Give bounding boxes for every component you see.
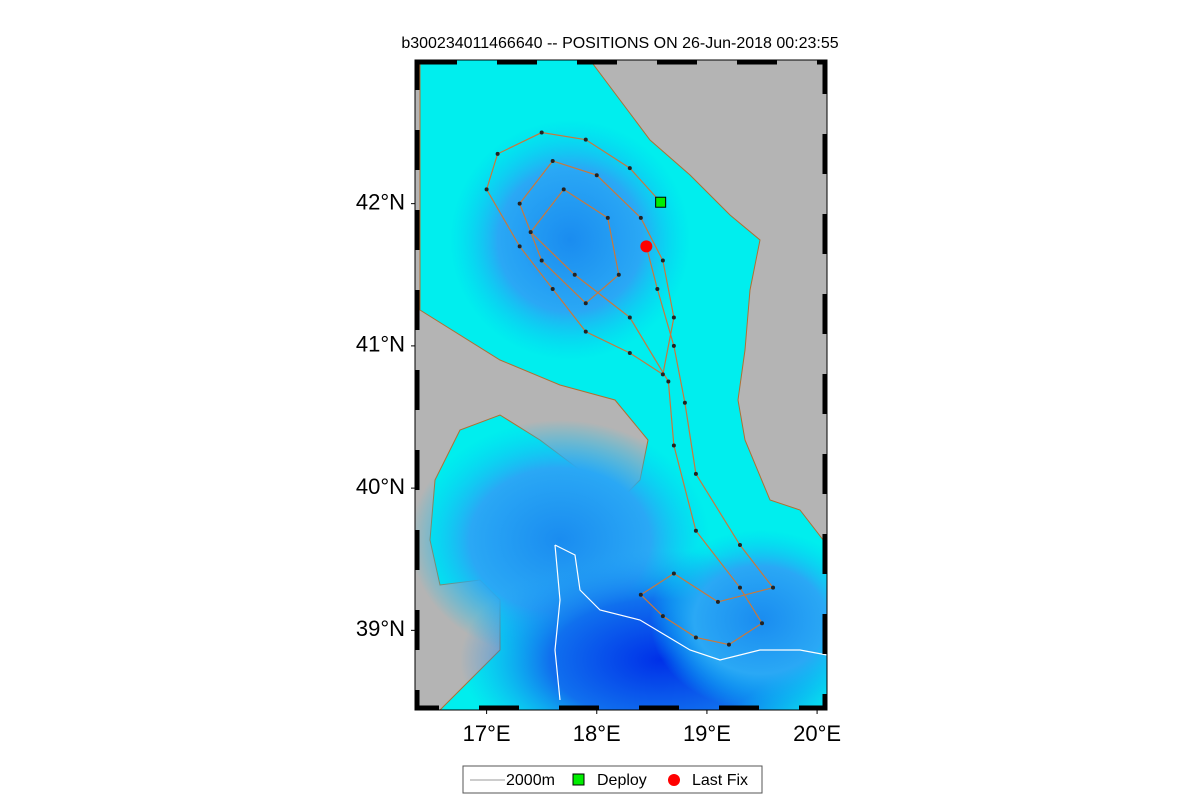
- track-point: [616, 272, 621, 277]
- legend: 2000m Deploy Last Fix: [462, 765, 763, 794]
- track-point: [693, 635, 698, 640]
- track-point: [605, 215, 610, 220]
- y-tick-label: 42°N: [356, 189, 405, 214]
- track-point: [737, 585, 742, 590]
- track-point: [726, 642, 731, 647]
- x-tick-label: 19°E: [683, 721, 731, 746]
- track-point: [627, 166, 632, 171]
- track-point: [638, 215, 643, 220]
- y-tick-label: 40°N: [356, 474, 405, 499]
- track-point: [671, 571, 676, 576]
- track-point: [655, 286, 660, 291]
- deploy-marker: [655, 196, 667, 208]
- track-point: [484, 187, 489, 192]
- track-point: [550, 286, 555, 291]
- track-point: [660, 258, 665, 263]
- track-point: [561, 187, 566, 192]
- legend-last-fix-swatch: [668, 774, 680, 786]
- x-tick-label: 18°E: [573, 721, 621, 746]
- track-point: [715, 599, 720, 604]
- track-point: [583, 329, 588, 334]
- y-tick-label: 39°N: [356, 616, 405, 641]
- x-tick-label: 17°E: [463, 721, 511, 746]
- track-point: [550, 158, 555, 163]
- map-frame: [414, 59, 828, 711]
- track-point: [660, 614, 665, 619]
- map-border: [414, 59, 828, 711]
- track-point: [583, 137, 588, 142]
- track-point: [666, 379, 671, 384]
- contour-2000m: [554, 544, 827, 701]
- track-point: [528, 230, 533, 235]
- track-point: [737, 543, 742, 548]
- last-fix-marker: [640, 240, 653, 253]
- track-point: [760, 621, 765, 626]
- basemap: [415, 60, 827, 710]
- track-point: [638, 592, 643, 597]
- track-point: [517, 201, 522, 206]
- legend-label: 2000m: [506, 772, 555, 789]
- track-point: [627, 315, 632, 320]
- legend-box: [462, 765, 763, 794]
- bathymetry: [415, 120, 827, 710]
- track-point: [583, 301, 588, 306]
- track-point: [671, 315, 676, 320]
- track-point: [671, 443, 676, 448]
- track-point: [671, 343, 676, 348]
- track-point: [771, 585, 776, 590]
- y-tick-label: 41°N: [356, 332, 405, 357]
- legend-deploy-swatch: [572, 773, 585, 786]
- track-point: [495, 151, 500, 156]
- legend-label: Deploy: [597, 772, 647, 789]
- track-point: [539, 258, 544, 263]
- x-tick-label: 20°E: [793, 721, 841, 746]
- track-point: [539, 130, 544, 135]
- map-title: b300234011466640 -- POSITIONS ON 26-Jun-…: [401, 35, 838, 52]
- track-point: [682, 400, 687, 405]
- track-point: [517, 244, 522, 249]
- track-point: [572, 272, 577, 277]
- track-layer: [484, 130, 776, 647]
- legend-label: Last Fix: [692, 772, 748, 789]
- track-point: [693, 471, 698, 476]
- track-point: [627, 350, 632, 355]
- track-point: [693, 528, 698, 533]
- track-point: [660, 372, 665, 377]
- track-point: [594, 173, 599, 178]
